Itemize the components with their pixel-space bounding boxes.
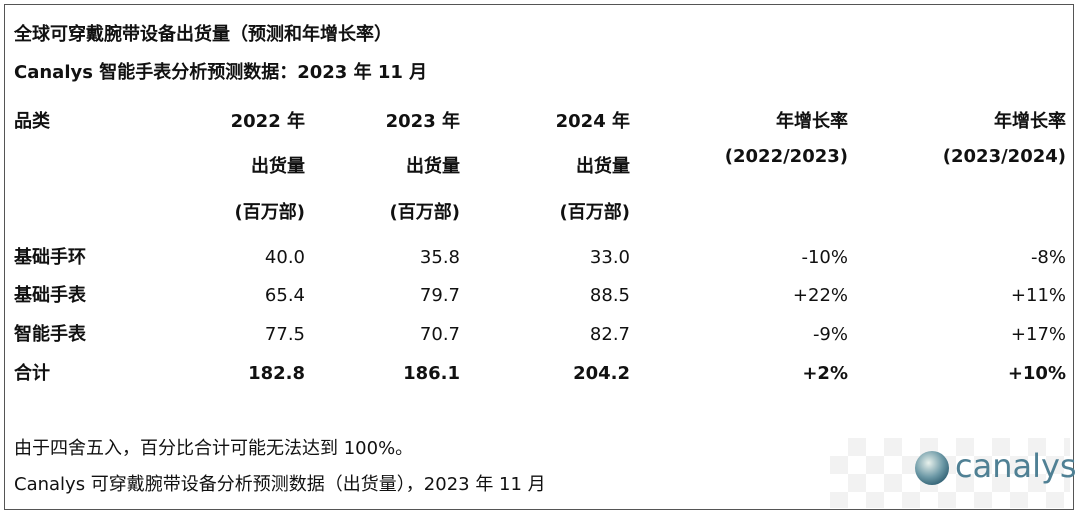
row-label: 基础手表 — [14, 285, 86, 306]
row-label: 合计 — [14, 363, 50, 384]
cell: -8% — [1030, 247, 1066, 268]
cell: 70.7 — [419, 324, 460, 345]
cell: -9% — [812, 324, 848, 345]
logo-icon — [915, 451, 949, 485]
logo-text: canalys — [955, 447, 1077, 485]
column-header: (百万部) — [234, 202, 305, 223]
column-header: 年增长率 — [994, 111, 1066, 132]
cell: 40.0 — [264, 247, 305, 268]
cell: +11% — [1010, 285, 1066, 306]
column-header: (百万部) — [559, 202, 630, 223]
column-header: 2024 年 — [555, 111, 630, 132]
subtitle: Canalys 智能手表分析预测数据：2023 年 11 月 — [14, 62, 428, 83]
row-label: 智能手表 — [14, 324, 86, 345]
column-header: 2022 年 — [230, 111, 305, 132]
cell: 82.7 — [589, 324, 630, 345]
column-header: 年增长率 — [776, 111, 848, 132]
cell: 35.8 — [419, 247, 460, 268]
cell: 182.8 — [248, 363, 305, 384]
cell: 33.0 — [589, 247, 630, 268]
cell: 204.2 — [573, 363, 630, 384]
title: 全球可穿戴腕带设备出货量（预测和年增长率） — [14, 24, 392, 45]
column-header: (2023/2024) — [942, 146, 1066, 167]
column-header: (百万部) — [389, 202, 460, 223]
cell: 186.1 — [403, 363, 460, 384]
logo-background — [830, 438, 1070, 508]
column-header: 出货量 — [251, 156, 305, 177]
cell: +22% — [792, 285, 848, 306]
column-header: 出货量 — [406, 156, 460, 177]
row-label: 基础手环 — [14, 247, 86, 268]
cell: 77.5 — [264, 324, 305, 345]
column-header: 2023 年 — [385, 111, 460, 132]
frame — [4, 4, 1074, 510]
cell: +17% — [1010, 324, 1066, 345]
cell: +2% — [802, 363, 848, 384]
column-header: 出货量 — [576, 156, 630, 177]
note: 由于四舍五入，百分比合计可能无法达到 100%。 — [14, 438, 414, 459]
column-header: (2022/2023) — [724, 146, 848, 167]
cell: 88.5 — [589, 285, 630, 306]
note: Canalys 可穿戴腕带设备分析预测数据（出货量），2023 年 11 月 — [14, 474, 546, 495]
column-header: 品类 — [14, 111, 50, 132]
cell: 65.4 — [264, 285, 305, 306]
cell: -10% — [801, 247, 848, 268]
cell: 79.7 — [419, 285, 460, 306]
cell: +10% — [1007, 363, 1066, 384]
